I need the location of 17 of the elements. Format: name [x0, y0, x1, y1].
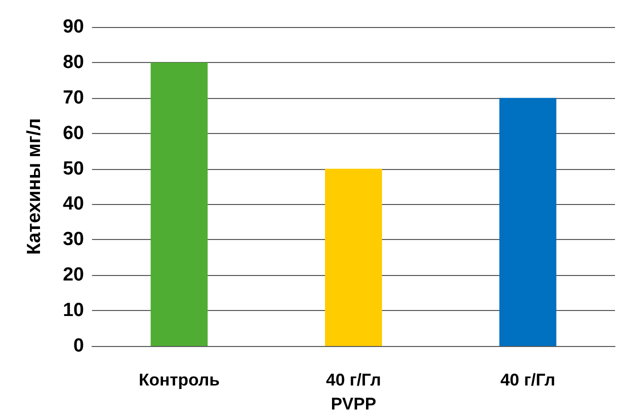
- y-tick-label: 80: [62, 52, 84, 73]
- y-tick-label: 20: [62, 264, 84, 286]
- bar: [150, 62, 208, 346]
- x-tick-label: Контроль: [138, 370, 220, 390]
- bar: [499, 98, 556, 346]
- y-tick-label: 30: [62, 229, 84, 250]
- y-tick-label: 0: [73, 336, 84, 356]
- y-tick-label: 70: [62, 87, 84, 108]
- y-tick-label: 50: [62, 158, 84, 180]
- x-tick-label: 40 г/Гл: [500, 370, 556, 390]
- x-tick-label: 40 г/Гл PVPP: [326, 370, 382, 414]
- y-tick-label: 90: [62, 16, 84, 38]
- bar: [325, 168, 382, 346]
- y-tick-label: 60: [62, 122, 84, 144]
- y-axis-title: Катехины мг/л: [24, 118, 45, 255]
- y-tick-label: 40: [62, 194, 84, 215]
- y-tick-label: 10: [62, 300, 84, 322]
